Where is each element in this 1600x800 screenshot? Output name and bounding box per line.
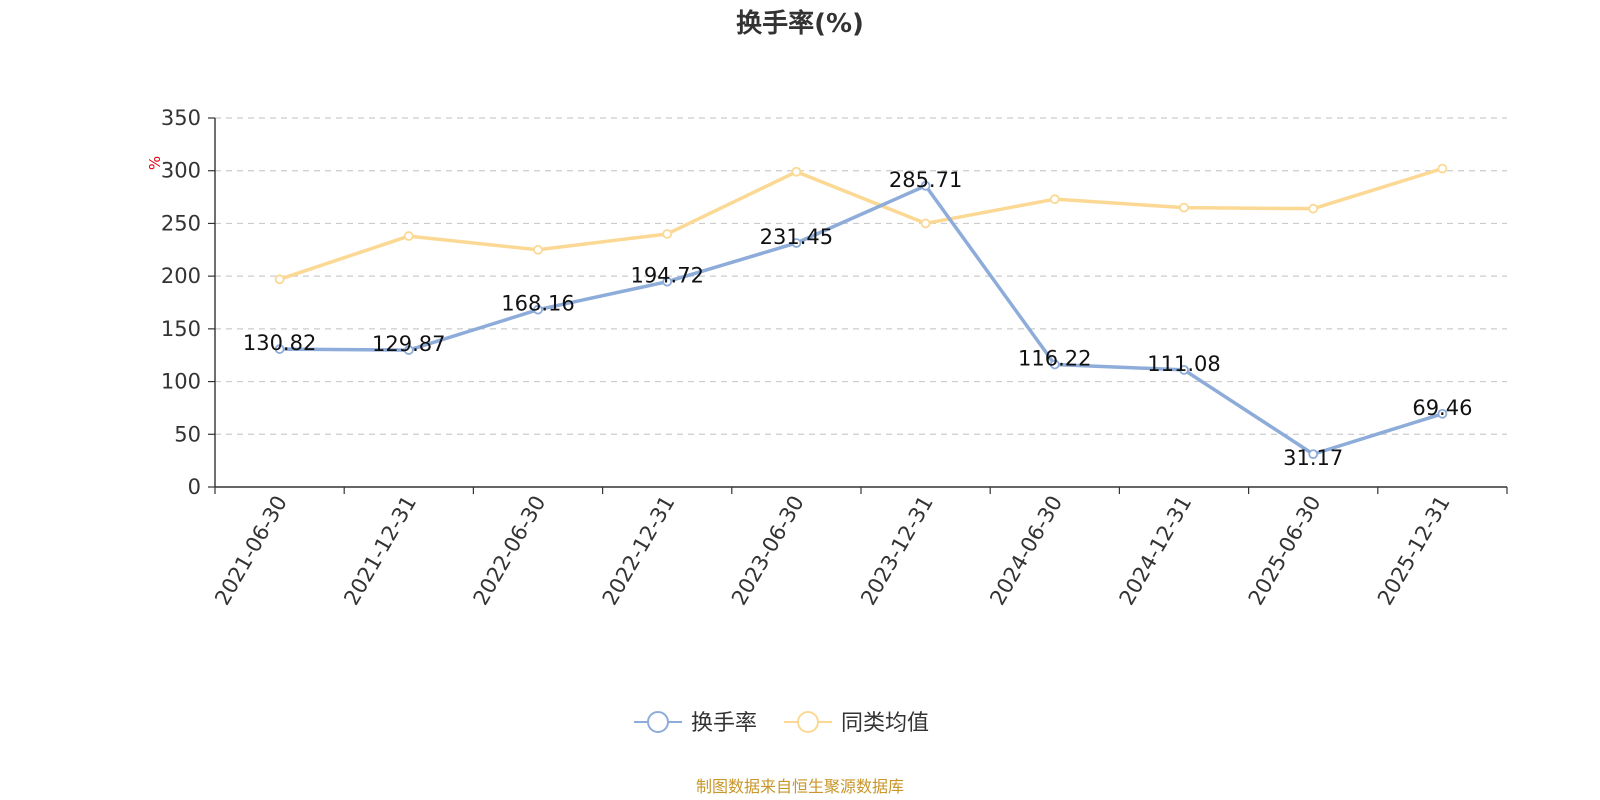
x-tick-label: 2022-06-30	[469, 492, 551, 610]
data-label: 231.45	[760, 225, 833, 249]
data-label: 111.08	[1147, 352, 1220, 376]
data-point[interactable]	[403, 345, 414, 355]
data-point[interactable]	[1308, 203, 1319, 214]
legend-item-1[interactable]: 同类均值	[784, 711, 929, 736]
y-tick-label: 50	[174, 422, 201, 446]
data-point[interactable]	[1437, 408, 1448, 419]
data-label: 31.17	[1283, 446, 1343, 470]
legend-label: 同类均值	[841, 711, 929, 736]
legend-marker	[797, 711, 819, 733]
data-point[interactable]	[1049, 359, 1060, 370]
y-axis-unit: %	[146, 156, 164, 170]
data-label: 129.87	[372, 332, 445, 356]
axes: 0 50 100 150 200 250 300 350 2021-06-30 2021-12-3…	[161, 106, 1508, 610]
y-tick-label: 0	[188, 475, 201, 499]
x-tick-label: 2021-06-30	[210, 492, 292, 610]
y-tick-label: 350	[161, 106, 201, 130]
data-point[interactable]	[403, 231, 414, 241]
x-tick-label: 2022-12-31	[598, 492, 680, 610]
data-point[interactable]	[533, 244, 543, 255]
legend-label: 换手率	[691, 711, 757, 736]
data-label: 168.16	[501, 292, 574, 316]
x-tick-label: 2023-06-30	[727, 492, 809, 610]
y-tick-label: 200	[161, 264, 201, 288]
data-label: 194.72	[630, 264, 703, 288]
series-line-1	[279, 166, 1443, 281]
y-tick-label: 300	[161, 159, 201, 183]
legend-item-0[interactable]: 换手率	[634, 711, 757, 736]
data-point[interactable]	[920, 180, 931, 191]
data-point[interactable]	[920, 218, 931, 229]
y-tick-label: 150	[161, 317, 201, 341]
legend[interactable]: 换手率 同类均值	[634, 711, 929, 736]
chart-title: 换手率(%)	[736, 8, 864, 39]
y-tick-label: 100	[161, 370, 201, 394]
data-point[interactable]	[1179, 364, 1189, 375]
legend-marker	[647, 711, 669, 733]
data-source-note: 制图数据来自恒生聚源数据库	[696, 777, 904, 796]
data-point[interactable]	[533, 304, 543, 315]
data-point[interactable]	[274, 274, 285, 285]
grid-lines	[215, 117, 1507, 435]
x-tick-label: 2025-12-31	[1373, 492, 1455, 610]
data-point[interactable]	[662, 229, 673, 239]
data-point[interactable]	[1437, 163, 1448, 174]
data-point[interactable]	[662, 276, 673, 287]
x-tick-label: 2021-12-31	[339, 492, 421, 610]
data-label: 69.46	[1412, 396, 1472, 420]
data-point[interactable]	[1179, 202, 1189, 213]
data-point[interactable]	[1308, 449, 1319, 460]
x-tick-label: 2024-06-30	[985, 492, 1067, 610]
series-group	[274, 163, 1448, 460]
data-point[interactable]	[791, 166, 802, 177]
data-point[interactable]	[791, 238, 802, 248]
data-labels: 130.82 129.87 168.16 194.72 231.45 285.71 116.…	[243, 168, 1473, 470]
data-point[interactable]	[1049, 194, 1060, 205]
y-tick-label: 250	[161, 211, 201, 235]
x-tick-label: 2025-06-30	[1244, 492, 1326, 610]
series-line-0	[279, 184, 1443, 456]
x-tick-label: 2023-12-31	[856, 492, 938, 610]
x-tick-label: 2024-12-31	[1115, 492, 1197, 610]
data-point[interactable]	[274, 344, 285, 354]
data-label: 285.71	[889, 168, 962, 192]
data-label: 130.82	[243, 331, 316, 355]
data-label: 116.22	[1018, 346, 1091, 370]
